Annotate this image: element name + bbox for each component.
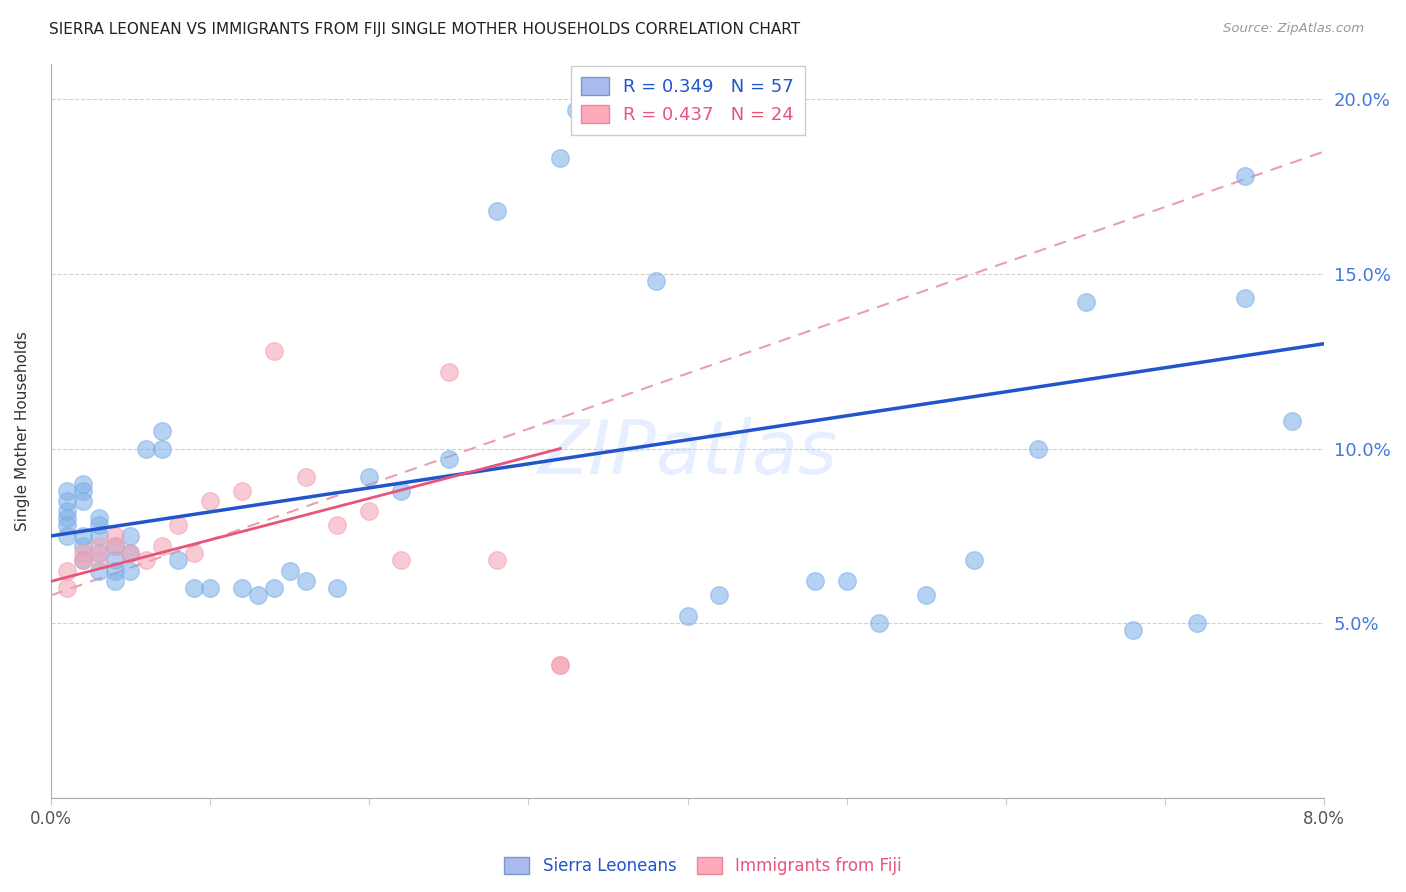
Point xyxy=(1026,442,1049,456)
Point xyxy=(87,546,110,560)
Point xyxy=(1074,294,1097,309)
Point xyxy=(135,553,157,567)
Point xyxy=(87,529,110,543)
Point xyxy=(1185,616,1208,631)
Point xyxy=(120,546,142,560)
Point xyxy=(548,658,571,673)
Point xyxy=(1233,169,1256,183)
Y-axis label: Single Mother Households: Single Mother Households xyxy=(15,331,30,531)
Point xyxy=(87,518,110,533)
Point xyxy=(548,658,571,673)
Point xyxy=(835,574,858,589)
Legend: R = 0.349   N = 57, R = 0.437   N = 24: R = 0.349 N = 57, R = 0.437 N = 24 xyxy=(571,66,804,135)
Point xyxy=(167,553,190,567)
Point xyxy=(485,553,508,567)
Point xyxy=(294,574,316,589)
Point xyxy=(167,518,190,533)
Text: Source: ZipAtlas.com: Source: ZipAtlas.com xyxy=(1223,22,1364,36)
Point xyxy=(120,529,142,543)
Point xyxy=(55,511,77,525)
Point xyxy=(150,442,173,456)
Point xyxy=(963,553,986,567)
Point xyxy=(72,540,94,554)
Point xyxy=(103,540,125,554)
Point xyxy=(709,588,731,602)
Text: ZIPatlas: ZIPatlas xyxy=(537,417,838,489)
Point xyxy=(103,574,125,589)
Point xyxy=(198,582,221,596)
Point xyxy=(120,564,142,578)
Point xyxy=(676,609,699,624)
Point xyxy=(1281,414,1303,428)
Point xyxy=(72,529,94,543)
Point xyxy=(915,588,938,602)
Point xyxy=(87,540,110,554)
Point xyxy=(278,564,301,578)
Point xyxy=(55,504,77,518)
Point xyxy=(55,483,77,498)
Point xyxy=(183,582,205,596)
Point xyxy=(103,553,125,567)
Point xyxy=(72,546,94,560)
Point xyxy=(198,494,221,508)
Point xyxy=(87,564,110,578)
Point xyxy=(55,518,77,533)
Text: SIERRA LEONEAN VS IMMIGRANTS FROM FIJI SINGLE MOTHER HOUSEHOLDS CORRELATION CHAR: SIERRA LEONEAN VS IMMIGRANTS FROM FIJI S… xyxy=(49,22,800,37)
Point xyxy=(55,564,77,578)
Point xyxy=(565,103,588,117)
Point xyxy=(55,529,77,543)
Point xyxy=(231,582,253,596)
Point xyxy=(868,616,890,631)
Point xyxy=(359,504,381,518)
Point xyxy=(485,203,508,218)
Point xyxy=(87,553,110,567)
Point xyxy=(804,574,827,589)
Point xyxy=(231,483,253,498)
Point xyxy=(294,469,316,483)
Point xyxy=(72,483,94,498)
Point xyxy=(437,452,460,467)
Point xyxy=(183,546,205,560)
Point xyxy=(72,476,94,491)
Point xyxy=(326,518,349,533)
Point xyxy=(548,152,571,166)
Point xyxy=(644,274,666,288)
Legend: Sierra Leoneans, Immigrants from Fiji: Sierra Leoneans, Immigrants from Fiji xyxy=(498,850,908,882)
Point xyxy=(72,553,94,567)
Point xyxy=(72,494,94,508)
Point xyxy=(389,553,412,567)
Point xyxy=(103,564,125,578)
Point xyxy=(150,540,173,554)
Point xyxy=(55,582,77,596)
Point xyxy=(72,553,94,567)
Point xyxy=(263,343,285,358)
Point xyxy=(437,365,460,379)
Point xyxy=(389,483,412,498)
Point xyxy=(326,582,349,596)
Point xyxy=(135,442,157,456)
Point xyxy=(1122,624,1144,638)
Point xyxy=(263,582,285,596)
Point xyxy=(87,511,110,525)
Point xyxy=(120,546,142,560)
Point xyxy=(359,469,381,483)
Point xyxy=(150,424,173,438)
Point xyxy=(103,540,125,554)
Point xyxy=(246,588,269,602)
Point xyxy=(55,494,77,508)
Point xyxy=(103,529,125,543)
Point xyxy=(1233,291,1256,305)
